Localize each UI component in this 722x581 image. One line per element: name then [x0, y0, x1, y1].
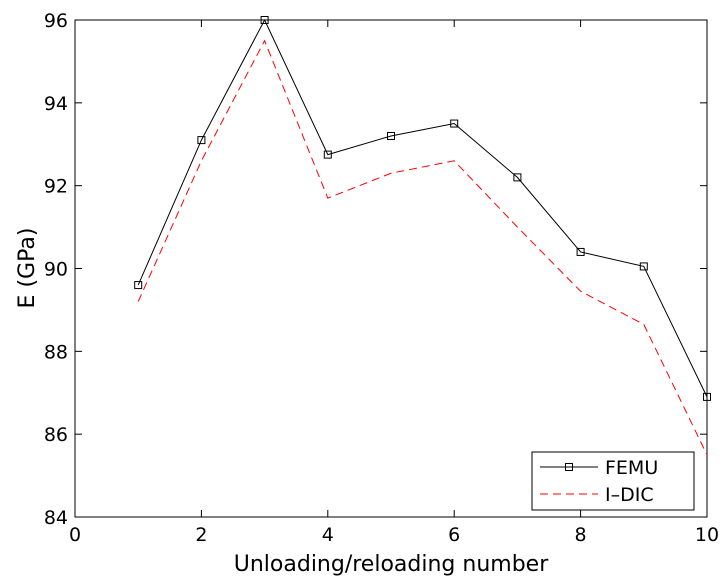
- femu-data-point: [513, 173, 522, 182]
- y-tick-label: 88: [44, 341, 68, 363]
- y-tick-label: 90: [44, 259, 68, 281]
- femu-data-point: [323, 150, 332, 159]
- femu-data-point: [639, 262, 648, 271]
- y-tick-label: 96: [44, 10, 68, 32]
- femu-data-point: [450, 119, 459, 128]
- femu-data-point: [703, 392, 711, 401]
- y-axis-title: E (GPa): [15, 228, 40, 309]
- series-line-femu: [137, 18, 708, 398]
- x-tick-label: 0: [69, 524, 81, 546]
- femu-data-point: [387, 131, 395, 140]
- femu-data-point: [576, 247, 585, 256]
- series-line-idic: [137, 39, 708, 456]
- y-tick-label: 94: [44, 93, 68, 115]
- plot-area-frame: [74, 19, 708, 518]
- x-tick-label: 6: [448, 524, 460, 546]
- y-tick-label: 84: [44, 507, 68, 529]
- legend-femu-label: FEMU: [605, 457, 658, 479]
- axis-ticks: 0 2 4 6 8 10 84 86 88 90 92 94 96: [44, 10, 719, 546]
- femu-data-point: [260, 16, 269, 24]
- x-tick-label: 8: [575, 524, 587, 546]
- x-tick-label: 2: [195, 524, 207, 546]
- legend-idic-label: I–DIC: [605, 484, 654, 506]
- legend-femu-marker: [565, 463, 573, 471]
- x-tick-label: 4: [322, 524, 334, 546]
- legend: FEMU I–DIC: [531, 451, 695, 511]
- series-group: [134, 16, 711, 456]
- y-tick-label: 86: [44, 424, 68, 446]
- x-tick-label: 10: [695, 524, 719, 546]
- x-axis-title: Unloading/reloading number: [234, 552, 549, 577]
- y-tick-label: 92: [44, 176, 68, 198]
- legend-box: [531, 451, 695, 511]
- femu-data-point: [197, 136, 206, 145]
- femu-data-point: [134, 281, 143, 290]
